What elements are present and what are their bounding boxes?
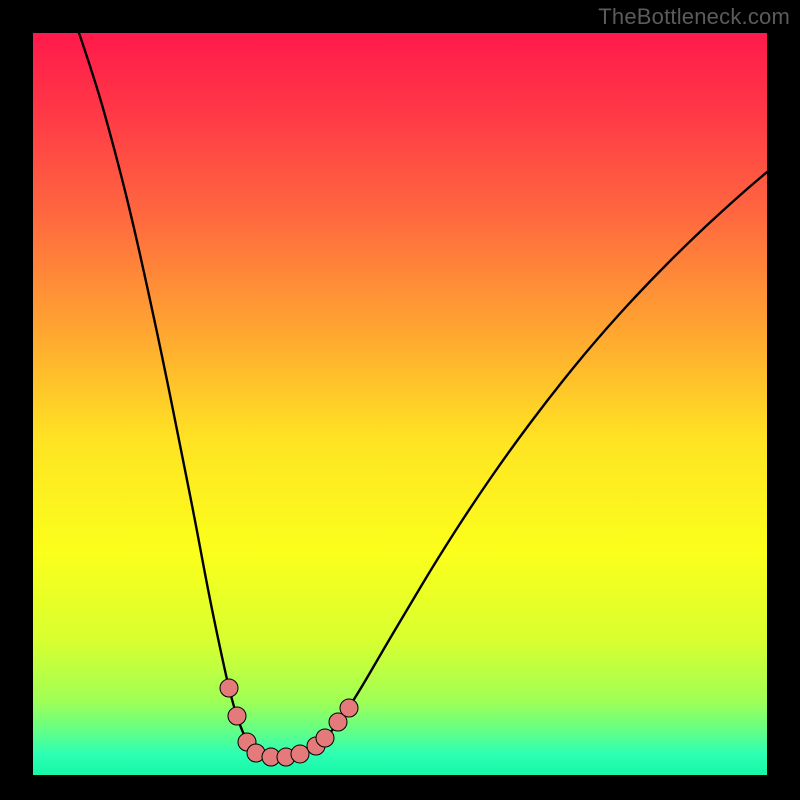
bottleneck-chart — [0, 0, 800, 800]
curve-marker — [316, 729, 334, 747]
curve-marker — [220, 679, 238, 697]
chart-background-gradient — [33, 33, 767, 775]
curve-marker — [228, 707, 246, 725]
watermark-text: TheBottleneck.com — [598, 4, 790, 30]
curve-marker — [340, 699, 358, 717]
curve-marker — [291, 745, 309, 763]
chart-stage: TheBottleneck.com — [0, 0, 800, 800]
